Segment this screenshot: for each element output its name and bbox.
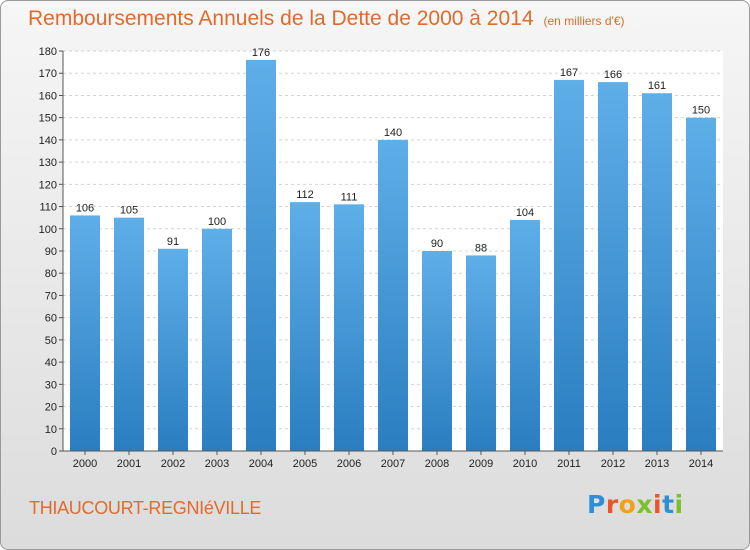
x-tick-label: 2004 (249, 458, 273, 470)
x-tick-label: 2013 (645, 458, 669, 470)
y-tick-label: 110 (39, 202, 57, 214)
bar-value-label: 88 (475, 242, 487, 254)
city-name: THIAUCOURT-REGNIéVILLE (29, 498, 262, 518)
bar-2013 (642, 93, 672, 451)
y-tick-label: 0 (51, 446, 57, 458)
chart-title: Remboursements Annuels de la Dette de 20… (28, 7, 625, 31)
bar-value-label: 100 (208, 216, 226, 228)
bar-2004 (246, 59, 276, 452)
x-tick-label: 2009 (469, 458, 493, 470)
bar-2003 (202, 228, 232, 451)
bar-value-label: 166 (604, 69, 622, 81)
bar-value-label: 90 (431, 238, 443, 250)
chart-title-text: Remboursements Annuels de la Dette de 20… (28, 7, 534, 30)
y-tick-label: 30 (45, 379, 57, 391)
axes: 0 10 20 30 40 50 60 70 80 90 100 110 120 130 140 150 160… (39, 46, 723, 470)
bar-2010 (510, 219, 540, 451)
x-tick-label: 2014 (689, 458, 713, 470)
x-tick-label: 2001 (117, 458, 141, 470)
y-tick-label: 140 (39, 135, 57, 147)
bar-2008 (422, 251, 452, 451)
chart-unit-label: (en milliers d'€) (543, 14, 625, 28)
bar-value-label: 161 (648, 80, 666, 92)
y-tick-label: 90 (45, 246, 57, 258)
x-tick-label: 2002 (161, 458, 185, 470)
logo-letter: P (587, 490, 606, 519)
y-tick-label: 40 (45, 357, 57, 369)
bar-2009 (466, 255, 496, 451)
bars: 106 105 91 100 176 112 111 140 90 88 104 167 166 161 1… (70, 47, 716, 452)
y-tick-label: 130 (39, 157, 57, 169)
x-tick-label: 2000 (73, 458, 97, 470)
bar-value-label: 167 (560, 67, 578, 79)
bar-value-label: 112 (296, 189, 314, 201)
y-tick-label: 70 (45, 290, 57, 302)
bar-2007 (378, 139, 408, 451)
x-tick-label: 2006 (337, 458, 361, 470)
logo-letter: r (605, 490, 619, 519)
bar-2000 (70, 215, 100, 451)
x-tick-label: 2007 (381, 458, 405, 470)
y-tick-label: 60 (45, 313, 57, 325)
bar-value-label: 176 (252, 47, 270, 59)
x-tick-label: 2005 (293, 458, 317, 470)
x-tick-label: 2008 (425, 458, 449, 470)
y-tick-label: 120 (39, 179, 57, 191)
x-tick-label: 2011 (557, 458, 581, 470)
logo-letter: o (618, 490, 637, 519)
y-tick-label: 100 (39, 224, 57, 236)
bar-value-label: 106 (76, 202, 94, 214)
logo-letter: i (674, 490, 684, 519)
x-tick-label: 2012 (601, 458, 625, 470)
bar-2001 (114, 217, 144, 451)
y-tick-label: 50 (45, 335, 57, 347)
bar-value-label: 91 (167, 236, 179, 248)
y-tick-label: 80 (45, 268, 57, 280)
bar-2012 (598, 82, 628, 451)
bar-2014 (686, 117, 716, 452)
x-tick-label: 2003 (205, 458, 229, 470)
bar-2006 (334, 204, 364, 451)
y-tick-label: 20 (45, 402, 57, 414)
x-tick-label: 2010 (513, 458, 537, 470)
bar-value-label: 140 (384, 127, 402, 139)
bar-2011 (554, 79, 584, 451)
logo-letter: t (662, 490, 675, 519)
bar-2005 (290, 202, 320, 451)
y-tick-label: 170 (39, 68, 57, 80)
y-tick-label: 10 (45, 424, 57, 436)
bar-value-label: 104 (516, 207, 534, 219)
proxiti-logo: Proxiti (587, 490, 684, 519)
y-tick-label: 160 (39, 90, 57, 102)
y-tick-label: 150 (39, 113, 57, 125)
bar-value-label: 105 (120, 205, 138, 217)
bar-2002 (158, 248, 188, 451)
logo-letter: i (653, 490, 663, 519)
bar-value-label: 150 (692, 105, 710, 117)
bar-value-label: 111 (341, 191, 358, 203)
logo-letter: x (636, 490, 653, 519)
y-tick-label: 180 (39, 46, 57, 58)
